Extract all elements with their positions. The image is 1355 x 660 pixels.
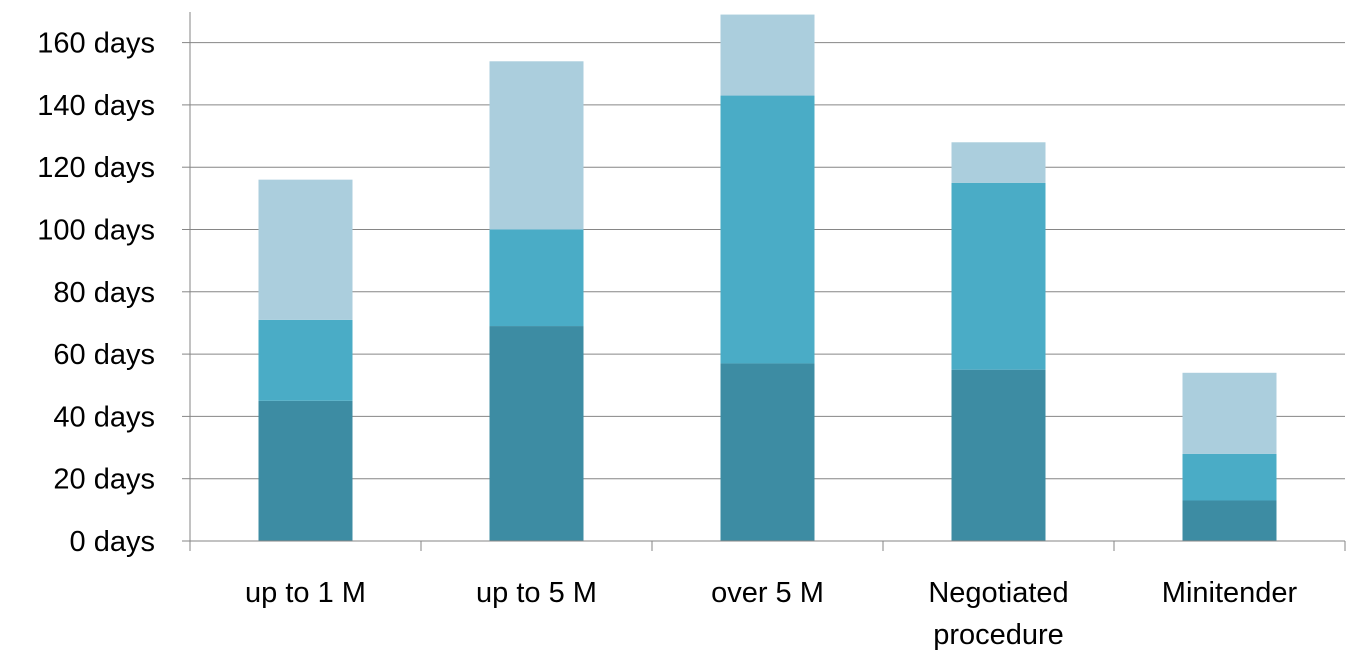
bar-segment [490, 326, 584, 541]
y-tick-label: 140 days [37, 90, 155, 122]
y-tick-label: 0 days [70, 526, 155, 558]
bar-segment [259, 401, 353, 541]
x-tick-label: Minitender [1162, 577, 1298, 609]
x-tick-label: over 5 M [711, 577, 824, 609]
bar-segment [259, 320, 353, 401]
bars [259, 15, 1277, 541]
x-tick-label: Negotiated [928, 577, 1068, 609]
y-tick-label: 40 days [53, 401, 155, 433]
y-tick-label: 160 days [37, 28, 155, 60]
bar-segment [952, 142, 1046, 182]
y-tick-label: 80 days [53, 277, 155, 309]
x-tick-label: up to 5 M [476, 577, 597, 609]
bar-segment [721, 15, 815, 96]
bar-segment [1183, 373, 1277, 454]
bar-segment [721, 363, 815, 541]
tick-labels: 0 days 20 days 40 days 60 days 80 days 100 da… [37, 28, 1297, 651]
y-tick-label: 20 days [53, 464, 155, 496]
bar-segment [952, 370, 1046, 541]
bar-segment [952, 183, 1046, 370]
bar-segment [259, 180, 353, 320]
x-tick-label: procedure [933, 619, 1064, 651]
bar-segment [1183, 454, 1277, 501]
bar-segment [1183, 501, 1277, 541]
y-tick-label: 60 days [53, 339, 155, 371]
bar-segment [490, 230, 584, 327]
y-tick-label: 100 days [37, 215, 155, 247]
x-tick-label: up to 1 M [245, 577, 366, 609]
bar-segment [490, 61, 584, 229]
y-tick-label: 120 days [37, 152, 155, 184]
bar-segment [721, 96, 815, 364]
